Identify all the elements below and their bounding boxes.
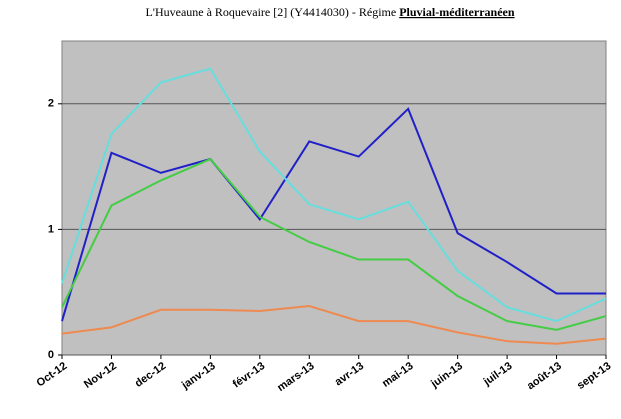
chart-title: L'Huveaune à Roquevaire [2] (Y4414030) -… [145,5,514,19]
y-tick-label: 1 [48,223,54,235]
x-tick-label: Oct-12 [34,360,69,389]
x-tick-label: févr-13 [231,360,267,391]
series-line [61,67,607,323]
x-tick-label: mai-13 [380,360,415,390]
x-tick-label: dec-12 [133,360,168,390]
plot-area [61,40,607,356]
x-tick-label: juil-13 [481,360,515,389]
x-tick-label: mars-13 [275,360,316,394]
y-tick-label: 2 [48,98,54,110]
x-tick-label: janv-13 [179,360,218,392]
x-tick-label: Nov-12 [82,360,119,391]
x-tick-label: juin-13 [428,360,465,391]
title-text: L'Huveaune à Roquevaire [2] (Y4414030) -… [145,5,399,19]
x-tick-label: sept-13 [575,360,613,392]
series-line [61,107,606,322]
title-emphasis: Pluvial-méditerranéen [399,5,515,19]
series-line [61,305,607,345]
x-tick-label: avr-13 [333,360,366,388]
series-line [61,157,607,331]
x-tick-label: août-13 [525,360,564,392]
y-tick-label: 0 [48,349,54,361]
